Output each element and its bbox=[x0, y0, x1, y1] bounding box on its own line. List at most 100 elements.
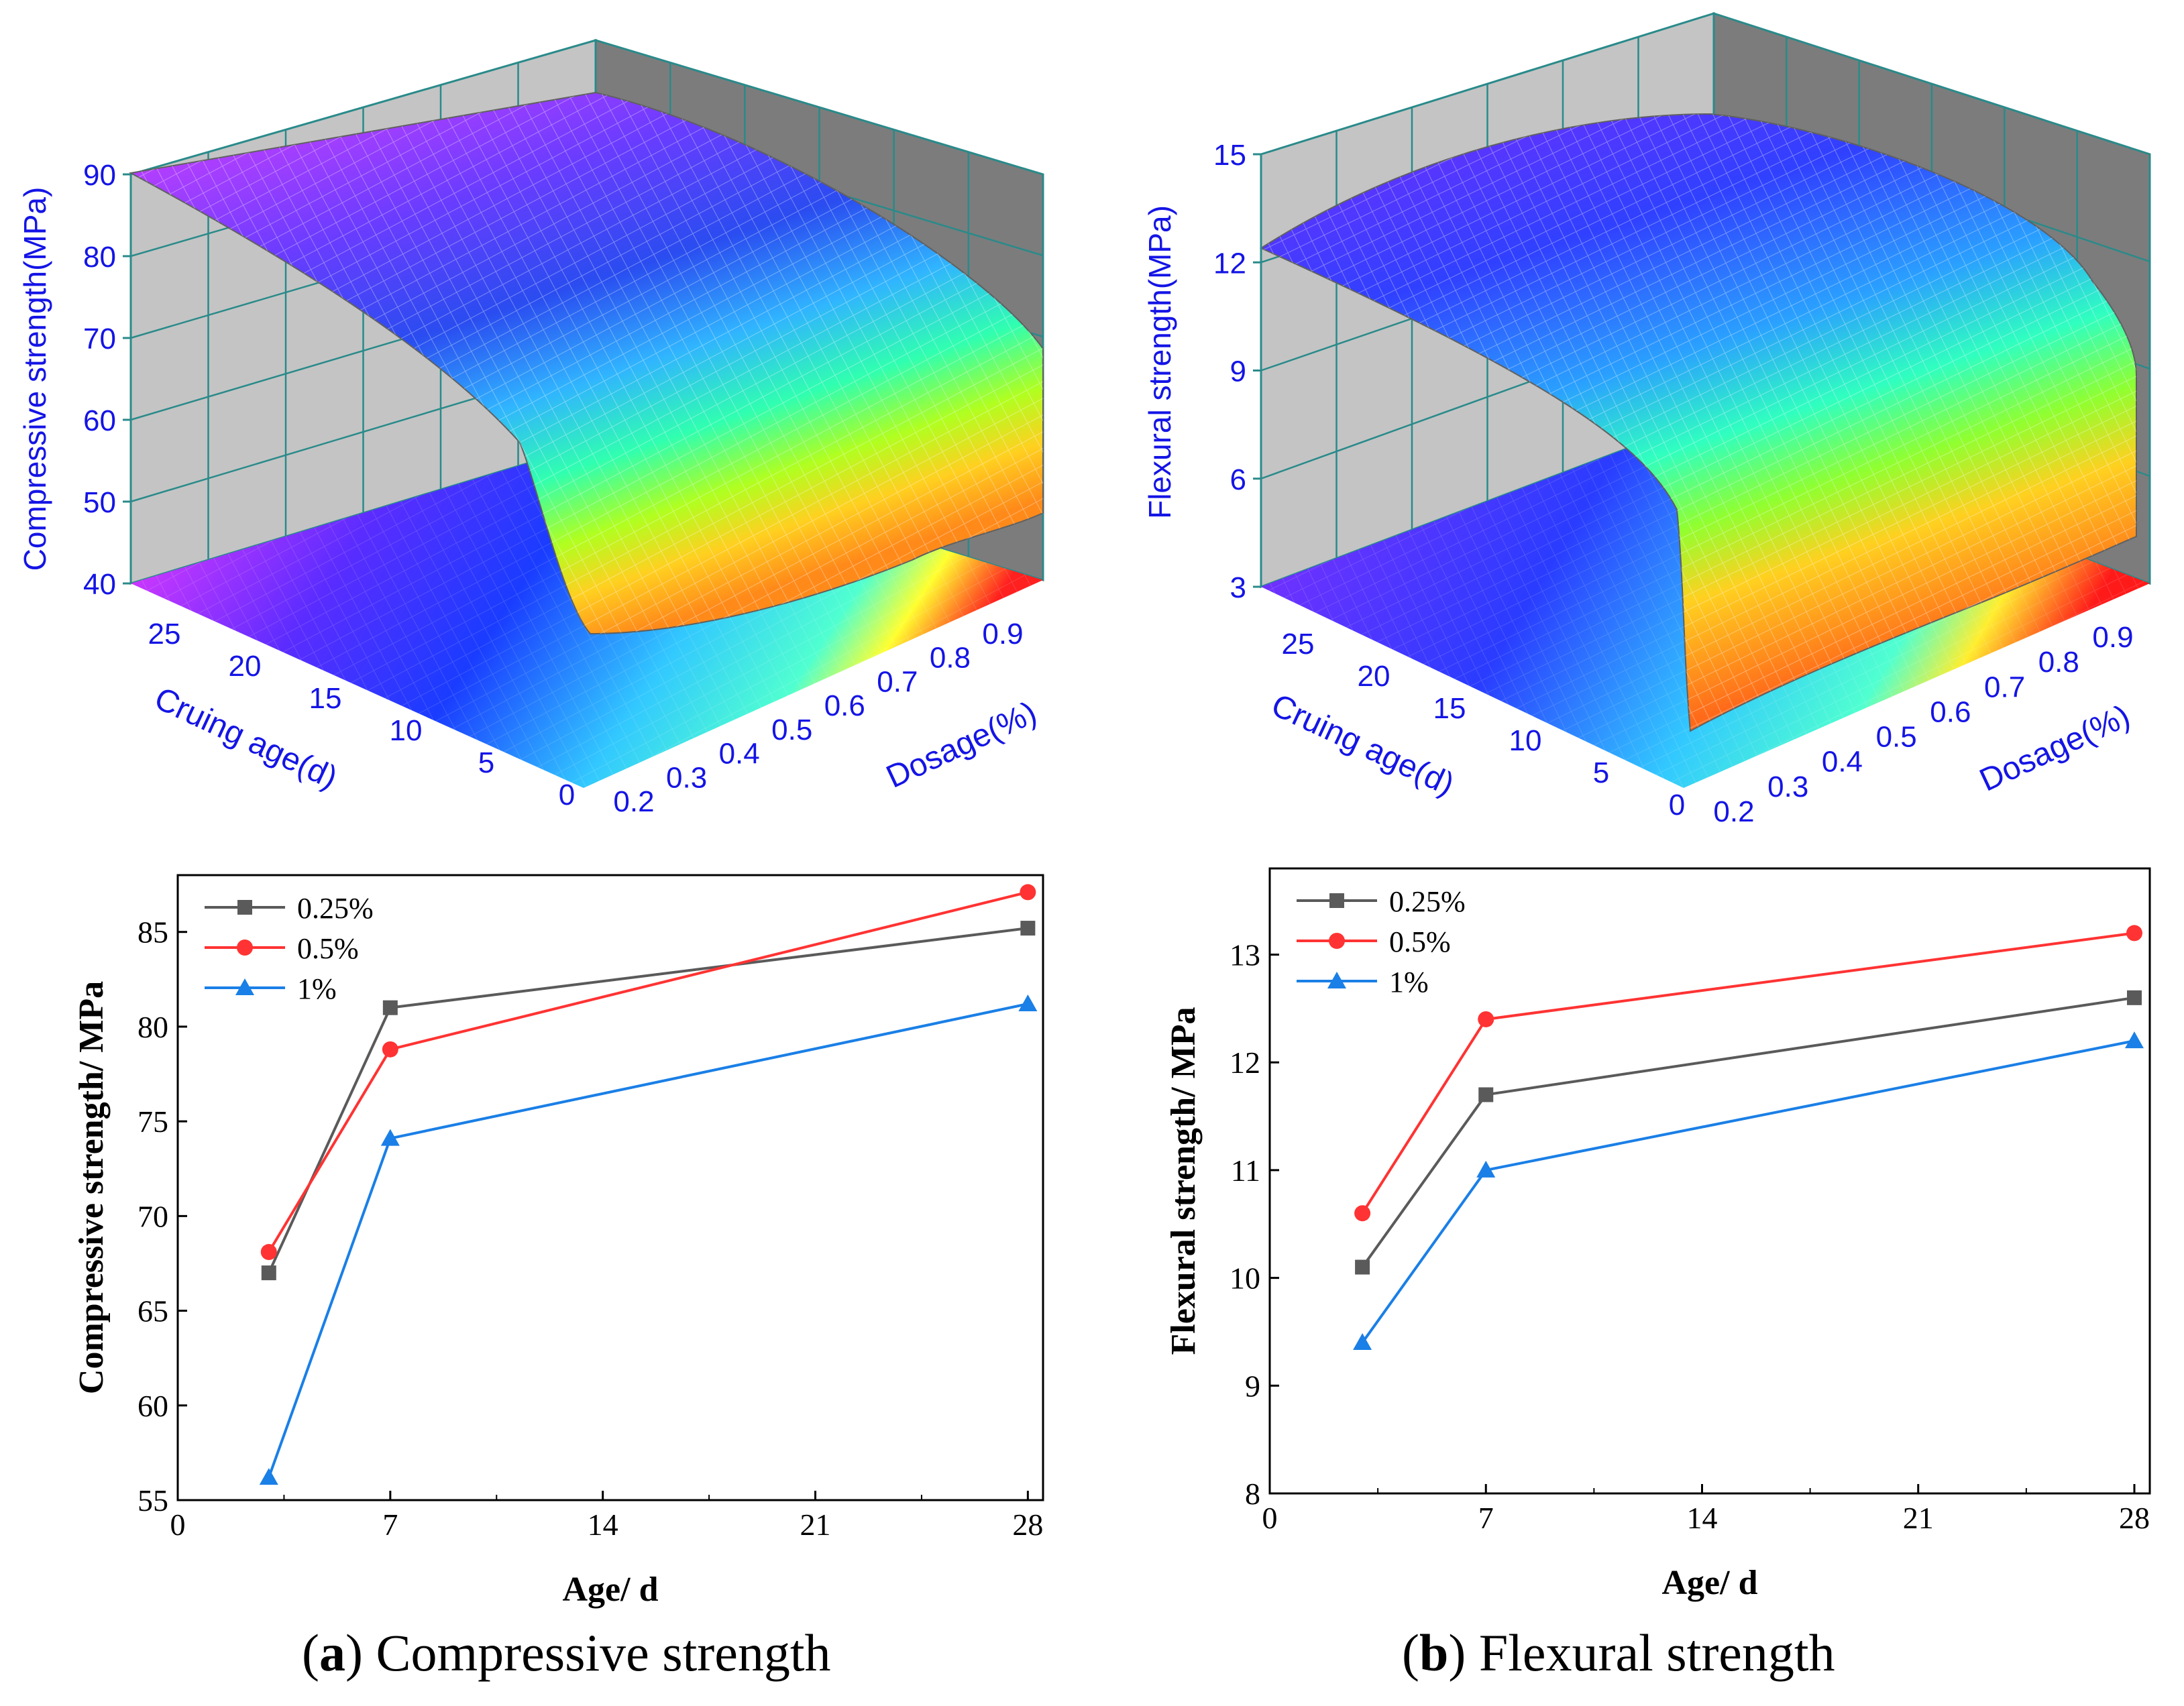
x-tick-label: 0 bbox=[170, 1508, 186, 1542]
axis-tick-label: 0.9 bbox=[2092, 621, 2133, 654]
legend-marker bbox=[1329, 893, 1344, 908]
surface-plot-flexural: 3 6 9 12 15 Flexural strength(MPa) 0 5 10 15 20 2… bbox=[1142, 11, 2151, 828]
x-tick-label: 14 bbox=[1686, 1501, 1717, 1535]
x-tick-label: 21 bbox=[1903, 1501, 1934, 1535]
legend-label: 0.25% bbox=[1389, 885, 1466, 918]
legend-label: 0.5% bbox=[297, 932, 359, 965]
surface-mesh bbox=[131, 93, 1043, 634]
data-point-marker bbox=[1355, 1259, 1370, 1275]
axis-tick-label: 0.4 bbox=[719, 738, 760, 771]
axis-tick-label: 0.2 bbox=[613, 785, 654, 818]
axis-tick-label: 0.9 bbox=[982, 618, 1023, 650]
y-tick-label: 60 bbox=[138, 1389, 168, 1423]
z-tick-label: 90 bbox=[83, 159, 116, 192]
axis-tick-label: 5 bbox=[1593, 756, 1609, 789]
x-tick-label: 28 bbox=[2119, 1501, 2150, 1535]
legend-marker bbox=[237, 900, 252, 915]
caption-a-letter: a bbox=[319, 1624, 345, 1682]
age-axis-ticks: 0 5 10 15 20 25 bbox=[148, 618, 576, 811]
data-point-marker bbox=[260, 1244, 277, 1261]
axis-tick-label: 0.5 bbox=[771, 714, 812, 746]
x-axis-label: Age/ d bbox=[1662, 1564, 1758, 1602]
legend-label: 1% bbox=[297, 972, 337, 1005]
plot-frame bbox=[1268, 867, 2151, 1495]
data-point-marker bbox=[1354, 1205, 1371, 1222]
caption-a-text: Compressive strength bbox=[362, 1624, 831, 1682]
y-tick-label: 55 bbox=[138, 1483, 168, 1518]
legend-label: 0.25% bbox=[297, 892, 374, 925]
legend-label: 0.5% bbox=[1389, 925, 1451, 958]
y-tick-label: 11 bbox=[1231, 1153, 1260, 1188]
dosage-axis-ticks: 0.2 0.3 0.4 0.5 0.6 0.7 0.8 0.9 bbox=[1713, 621, 2133, 828]
y-tick-label: 75 bbox=[138, 1104, 168, 1139]
axis-tick-label: 5 bbox=[478, 746, 494, 779]
data-point-marker bbox=[1478, 1087, 1494, 1102]
series-line bbox=[1361, 1039, 2135, 1344]
x-tick-label: 7 bbox=[1478, 1501, 1494, 1535]
legend-marker bbox=[237, 940, 253, 956]
z-axis-label: Compressive strength(MPa) bbox=[17, 187, 52, 571]
series-line bbox=[1361, 931, 2135, 1214]
x-tick-label: 21 bbox=[800, 1508, 831, 1542]
surface-mesh bbox=[1261, 114, 2136, 731]
axis-tick-label: 10 bbox=[1509, 724, 1542, 757]
axis-tick-label: 10 bbox=[390, 714, 423, 747]
axis-tick-label: 0.3 bbox=[1767, 771, 1808, 803]
legend-marker bbox=[1327, 972, 1346, 988]
x-tick-label: 28 bbox=[1012, 1508, 1043, 1542]
series-line bbox=[267, 1003, 1028, 1478]
dosage-axis-label: Dosage(%) bbox=[1974, 698, 2135, 799]
y-tick-label: 65 bbox=[138, 1294, 168, 1328]
y-axis-label: Compressive strength/ MPa bbox=[72, 981, 111, 1394]
axis-tick-label: 20 bbox=[1358, 660, 1390, 693]
x-tick-label: 7 bbox=[382, 1508, 398, 1542]
y-tick-label: 80 bbox=[138, 1010, 168, 1044]
axis-tick-label: 0.3 bbox=[666, 761, 707, 794]
z-tick-label: 6 bbox=[1230, 463, 1246, 496]
age-axis-label: Cruing age(d) bbox=[1266, 687, 1459, 803]
axis-tick-label: 0.6 bbox=[1930, 695, 1971, 728]
axis-tick-label: 0.8 bbox=[930, 642, 971, 675]
z-tick-label: 60 bbox=[83, 404, 116, 437]
y-tick-label: 8 bbox=[1245, 1477, 1260, 1511]
y-tick-label: 85 bbox=[138, 915, 168, 950]
axis-tick-label: 0.6 bbox=[824, 689, 865, 722]
line-chart-flexural: 0 7 14 21 28 8 9 10 11 12 13 Age/ d Flexural strengt… bbox=[1164, 867, 2151, 1602]
z-tick-label: 40 bbox=[83, 568, 116, 601]
z-tick-label: 50 bbox=[83, 486, 116, 519]
line-chart-compressive: 0 7 14 21 28 55 60 65 70 75 80 85 Age/ d Compressive … bbox=[72, 874, 1044, 1609]
z-tick-label: 15 bbox=[1213, 139, 1246, 172]
series-line bbox=[1361, 996, 2135, 1268]
series-line bbox=[267, 927, 1028, 1273]
data-point-marker bbox=[382, 1000, 398, 1015]
data-point-marker bbox=[2126, 925, 2142, 942]
caption-a: (a) Compressive strength bbox=[302, 1624, 831, 1682]
z-axis-label: Flexural strength(MPa) bbox=[1142, 205, 1177, 519]
legend-label: 1% bbox=[1389, 966, 1429, 999]
axis-tick-label: 0.5 bbox=[1876, 721, 1917, 754]
dosage-axis-ticks: 0.2 0.3 0.4 0.5 0.6 0.7 0.8 0.9 bbox=[613, 618, 1023, 818]
axis-tick-label: 25 bbox=[148, 618, 181, 650]
y-tick-label: 13 bbox=[1230, 938, 1260, 972]
data-point-marker bbox=[2126, 990, 2142, 1005]
dosage-axis-label: Dosage(%) bbox=[881, 695, 1042, 795]
y-tick-label: 10 bbox=[1230, 1261, 1260, 1296]
data-point-marker bbox=[1353, 1333, 1372, 1351]
caption-b-letter: b bbox=[1419, 1624, 1449, 1682]
caption-b-text: Flexural strength bbox=[1466, 1624, 1835, 1682]
y-tick-label: 9 bbox=[1245, 1369, 1260, 1403]
axis-tick-label: 0.7 bbox=[1984, 671, 2025, 703]
axis-tick-label: 0 bbox=[1669, 789, 1685, 821]
data-point-marker bbox=[1476, 1160, 1496, 1178]
axis-tick-label: 0.2 bbox=[1713, 795, 1754, 828]
y-tick-label: 12 bbox=[1230, 1045, 1260, 1080]
data-point-marker bbox=[1018, 994, 1038, 1012]
caption-b: (b) Flexural strength bbox=[1402, 1624, 1835, 1682]
z-tick-label: 9 bbox=[1230, 355, 1246, 388]
x-axis-label: Age/ d bbox=[563, 1571, 659, 1609]
x-tick-label: 0 bbox=[1262, 1501, 1278, 1535]
data-point-marker bbox=[380, 1129, 400, 1146]
x-tick-label: 14 bbox=[588, 1508, 618, 1542]
data-point-marker bbox=[1020, 884, 1036, 901]
plot-frame bbox=[176, 874, 1044, 1501]
